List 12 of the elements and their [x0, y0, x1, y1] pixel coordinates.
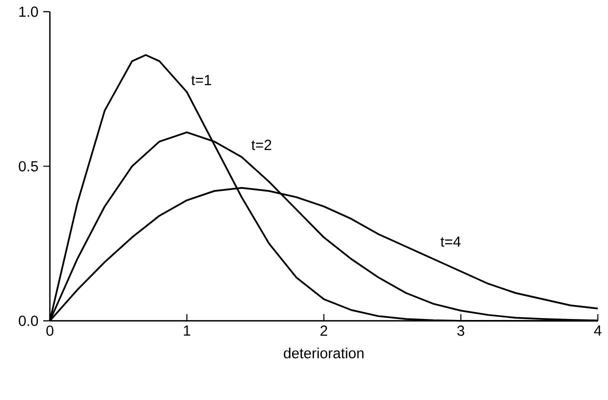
- x-tick-label: 3: [457, 326, 464, 336]
- y-tick-label: 0.0: [18, 316, 38, 326]
- y-tick-label: 1.0: [19, 6, 38, 17]
- x-tick-label: 2: [320, 326, 328, 336]
- y-tick-label: 0.5: [18, 161, 38, 172]
- x-axis-title: deterioration: [284, 348, 364, 358]
- x-tick-label: 0: [46, 326, 54, 336]
- series-label: t=2: [251, 140, 272, 150]
- series-label: t=4: [440, 236, 461, 247]
- x-tick-label: 1: [184, 326, 190, 336]
- x-tick-label: 4: [594, 326, 602, 336]
- series-label: t=1: [191, 75, 212, 86]
